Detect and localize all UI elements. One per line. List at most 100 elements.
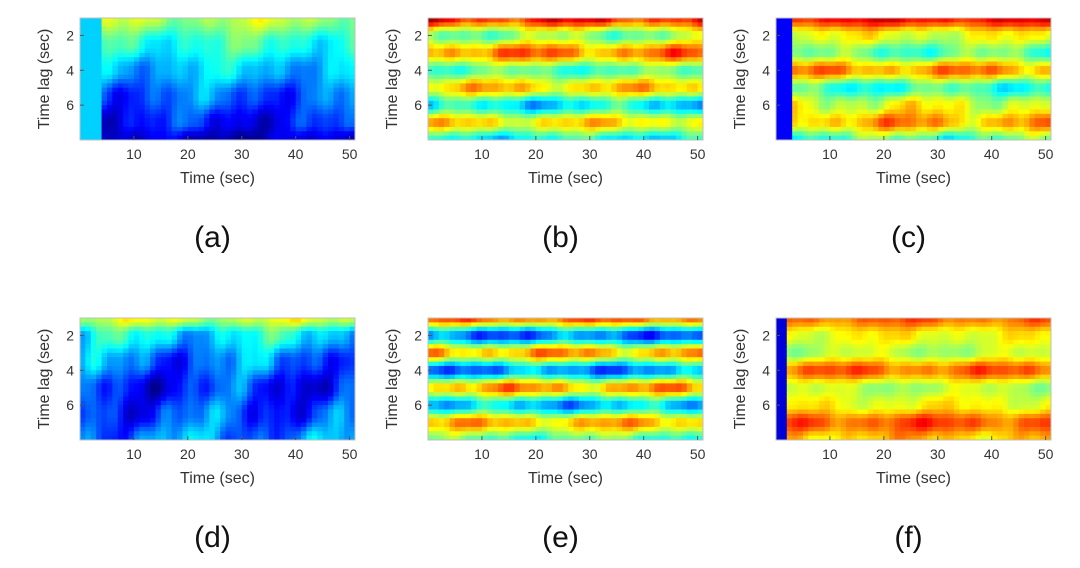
heatmap-cell	[177, 87, 184, 93]
heatmap-cell	[150, 392, 157, 398]
heatmap-cell	[659, 87, 666, 93]
heatmap-cell	[792, 96, 799, 102]
heatmap-cell	[106, 26, 113, 32]
heatmap-cell	[519, 105, 526, 111]
heatmap-cell	[980, 61, 987, 67]
heatmap-cell	[514, 57, 521, 63]
heatmap-cell	[692, 96, 699, 102]
heatmap-cell	[970, 131, 977, 137]
heatmap-cell	[557, 113, 564, 119]
heatmap-cell	[117, 418, 124, 424]
heatmap-cell	[311, 135, 318, 140]
heatmap-cell	[263, 96, 270, 102]
heatmap-cell	[611, 109, 618, 115]
heatmap-cell	[959, 87, 966, 93]
heatmap-cell	[792, 131, 799, 137]
heatmap-cell	[867, 79, 874, 84]
heatmap-cell	[106, 52, 113, 58]
heatmap-cell	[454, 52, 461, 58]
heatmap-cell	[349, 70, 355, 76]
heatmap-cell	[776, 92, 782, 98]
heatmap-cell	[856, 74, 863, 80]
heatmap-cell	[128, 379, 135, 384]
heatmap-cell	[508, 96, 515, 102]
heatmap-cell	[686, 83, 693, 89]
heatmap-cell	[344, 135, 351, 140]
heatmap-cell	[476, 83, 483, 89]
heatmap-cell	[471, 109, 478, 115]
heatmap-cell	[449, 122, 456, 128]
heatmap-cell	[632, 135, 639, 140]
heatmap-cell	[492, 131, 499, 137]
heatmap-cell	[80, 70, 86, 76]
heatmap-cell	[220, 26, 227, 32]
heatmap-cell	[230, 135, 237, 140]
heatmap-cell	[525, 57, 532, 63]
heatmap-cell	[344, 65, 351, 71]
heatmap-cell	[632, 122, 639, 128]
heatmap-cell	[166, 48, 173, 54]
heatmap-cell	[465, 48, 472, 54]
heatmap-cell	[150, 426, 157, 432]
heatmap-cell	[96, 344, 103, 350]
heatmap-cell	[465, 83, 472, 89]
heatmap-cell	[204, 18, 211, 23]
heatmap-cell	[878, 79, 885, 84]
heatmap-cell	[187, 126, 194, 132]
heatmap-cell	[964, 44, 971, 50]
heatmap-cell	[1007, 26, 1014, 32]
heatmap-cell	[910, 65, 917, 71]
heatmap-cell	[193, 331, 200, 337]
heatmap-cell	[284, 122, 291, 128]
heatmap-cell	[894, 92, 901, 98]
heatmap-cell	[776, 52, 782, 58]
heatmap-cell	[177, 344, 184, 350]
heatmap-cell	[686, 44, 693, 50]
heatmap-cell	[786, 35, 793, 41]
heatmap-cell	[471, 118, 478, 124]
heatmap-cell	[686, 126, 693, 132]
heatmap-cell	[90, 135, 97, 140]
heatmap-cell	[112, 83, 119, 89]
heatmap-cell	[187, 74, 194, 80]
heatmap-cell	[128, 418, 135, 424]
heatmap-cell	[514, 135, 521, 140]
heatmap-cell	[150, 379, 157, 384]
heatmap-cell	[230, 18, 237, 23]
heatmap-cell	[160, 105, 167, 111]
heatmap-cell	[948, 44, 955, 50]
heatmap-cell	[160, 118, 167, 124]
heatmap-cell	[632, 22, 639, 28]
heatmap-cell	[530, 70, 537, 76]
heatmap-cell	[1045, 113, 1051, 119]
heatmap-cell	[96, 400, 103, 406]
heatmap-cell	[177, 52, 184, 58]
heatmap-cell	[900, 118, 907, 124]
heatmap-cell	[166, 52, 173, 58]
heatmap-cell	[241, 100, 248, 106]
heatmap-cell	[802, 79, 809, 84]
heatmap-cell	[241, 83, 248, 89]
heatmap-cell	[676, 44, 683, 50]
heatmap-cell	[428, 79, 434, 84]
heatmap-cell	[1024, 39, 1031, 45]
heatmap-cell	[438, 31, 445, 37]
heatmap-cell	[476, 126, 483, 132]
heatmap-cell	[279, 126, 286, 132]
heatmap-cell	[1024, 26, 1031, 32]
heatmap-cell	[541, 135, 548, 140]
x-tick-label: 20	[528, 146, 544, 162]
heatmap-cell	[306, 83, 313, 89]
heatmap-cell	[460, 113, 467, 119]
heatmap-cell	[349, 118, 355, 124]
heatmap-cell	[948, 52, 955, 58]
heatmap-cell	[139, 70, 146, 76]
heatmap-cell	[311, 131, 318, 137]
heatmap-cell	[182, 318, 189, 323]
heatmap-cell	[274, 74, 281, 80]
heatmap-cell	[627, 31, 634, 37]
heatmap-cell	[295, 39, 302, 45]
heatmap-cell	[573, 118, 580, 124]
heatmap-cell	[997, 31, 1004, 37]
heatmap-cell	[654, 113, 661, 119]
